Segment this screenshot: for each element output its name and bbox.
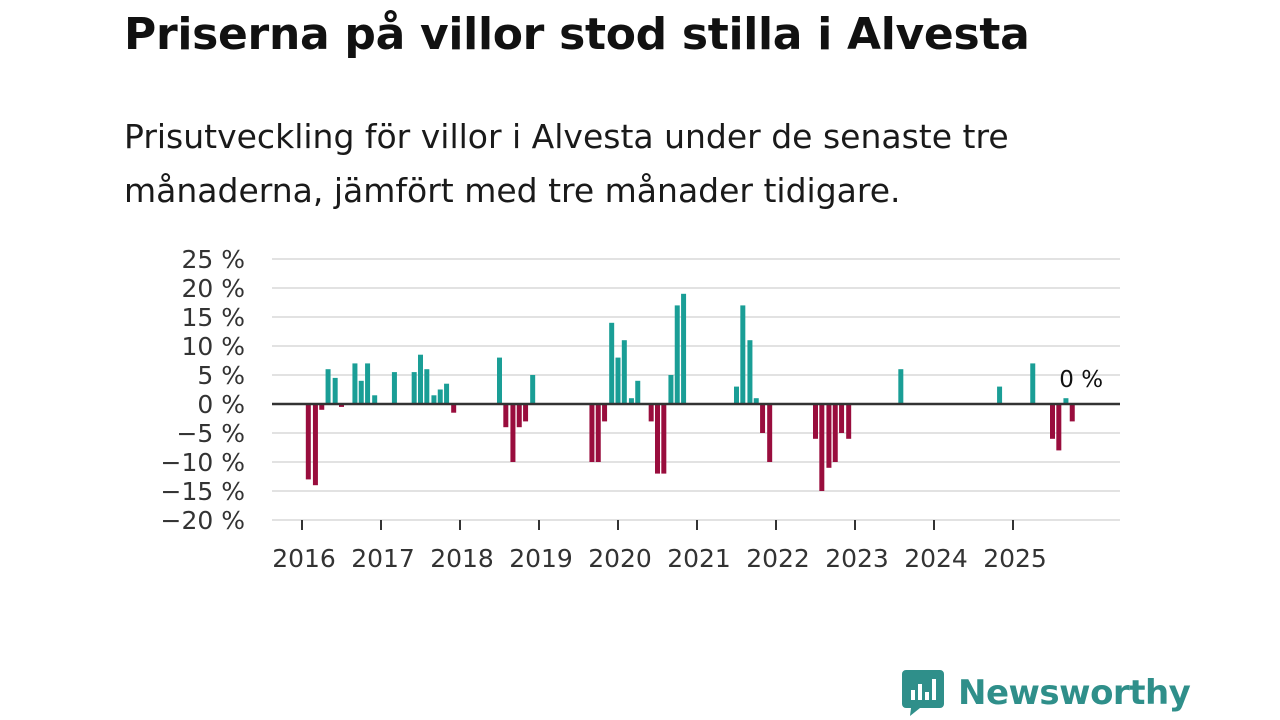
bar-positive <box>391 372 397 404</box>
bar-negative <box>839 404 845 433</box>
bar-negative <box>1056 404 1062 451</box>
y-tick-label: −10 % <box>161 448 245 477</box>
x-tick-label: 2025 <box>983 544 1047 573</box>
x-tick-label: 2017 <box>351 544 415 573</box>
x-tick-label: 2024 <box>904 544 968 573</box>
bar-positive <box>358 380 364 404</box>
bar-positive <box>372 395 378 404</box>
bar-negative <box>813 404 818 439</box>
bar-positive <box>621 340 627 404</box>
bar-positive <box>444 383 450 404</box>
bar-negative <box>1050 404 1055 439</box>
y-tick-label: −15 % <box>161 477 245 506</box>
bar-negative <box>503 404 509 428</box>
x-tick-label: 2021 <box>667 544 731 573</box>
bar-positive <box>1063 398 1069 404</box>
bar-positive <box>747 340 753 404</box>
bar-positive <box>431 395 437 404</box>
bar-negative <box>589 404 595 462</box>
bar-positive <box>681 293 687 404</box>
bar-positive <box>674 305 680 404</box>
x-tick-label: 2018 <box>430 544 494 573</box>
bar-positive <box>1030 363 1036 404</box>
grid-layer <box>272 258 1120 521</box>
bar-positive <box>365 363 371 404</box>
y-tick-label: −20 % <box>161 506 245 535</box>
y-tick-label: 25 % <box>181 245 245 274</box>
bar-negative <box>1069 404 1075 422</box>
bar-negative <box>510 404 516 462</box>
x-tick-label: 2019 <box>509 544 573 573</box>
bar-positive <box>325 369 331 404</box>
bar-negative <box>819 404 825 491</box>
bar-positive <box>635 380 641 404</box>
bar-negative <box>305 404 311 480</box>
newsworthy-logo: Newsworthy <box>902 670 1191 716</box>
bar-layer <box>305 293 1075 491</box>
bar-positive <box>740 305 746 404</box>
bar-positive <box>628 398 634 404</box>
bar-negative <box>602 404 608 422</box>
x-axis: 2016 2017 2018 2019 2020 2021 2022 2023 2024 2025 <box>272 520 1047 573</box>
bar-negative <box>312 404 318 486</box>
bar-positive <box>530 375 536 404</box>
bar-negative <box>451 404 457 413</box>
bar-negative <box>523 404 529 422</box>
bar-negative <box>846 404 852 439</box>
bar-negative <box>339 404 344 407</box>
y-tick-label: −5 % <box>176 419 245 448</box>
bar-positive <box>668 375 674 404</box>
bar-negative <box>655 404 660 474</box>
y-tick-label: 15 % <box>181 303 245 332</box>
bar-negative <box>516 404 522 428</box>
bar-positive <box>734 386 739 404</box>
newsworthy-logo-text: Newsworthy <box>958 673 1191 713</box>
y-tick-label: 5 % <box>197 361 245 390</box>
bar-negative <box>661 404 667 474</box>
bar-negative <box>767 404 773 462</box>
bar-positive <box>898 369 904 404</box>
y-tick-label: 0 % <box>197 390 245 419</box>
bar-positive <box>609 322 615 404</box>
bar-positive <box>615 357 621 404</box>
x-tick-label: 2016 <box>272 544 336 573</box>
bar-positive <box>497 357 502 404</box>
bar-negative <box>832 404 838 462</box>
newsworthy-logo-icon <box>902 670 944 716</box>
bar-positive <box>352 363 358 404</box>
bar-positive <box>997 386 1003 404</box>
y-tick-label: 10 % <box>181 332 245 361</box>
latest-value-label: 0 % <box>1059 367 1103 393</box>
bar-positive <box>437 389 443 404</box>
x-tick-label: 2022 <box>746 544 810 573</box>
bar-negative <box>760 404 766 433</box>
bar-negative <box>826 404 832 468</box>
x-tick-label: 2023 <box>825 544 889 573</box>
bar-positive <box>753 398 759 404</box>
bar-positive <box>418 354 423 404</box>
chart-subtitle: Prisutveckling för villor i Alvesta unde… <box>124 117 1009 210</box>
y-tick-label: 20 % <box>181 274 245 303</box>
y-axis-labels: 25 %20 %15 %10 %5 %0 %−5 %−10 %−15 %−20 … <box>161 245 245 535</box>
chart-title: Priserna på villor stod stilla i Alvesta <box>124 9 1030 60</box>
bar-negative <box>595 404 601 462</box>
x-tick-label: 2020 <box>588 544 652 573</box>
bar-chart: 25 %20 %15 %10 %5 %0 %−5 %−10 %−15 %−20 … <box>161 245 1120 573</box>
bar-positive <box>424 369 430 404</box>
bar-negative <box>319 404 325 410</box>
bar-positive <box>411 372 417 404</box>
bar-negative <box>648 404 654 422</box>
bar-positive <box>332 377 338 404</box>
